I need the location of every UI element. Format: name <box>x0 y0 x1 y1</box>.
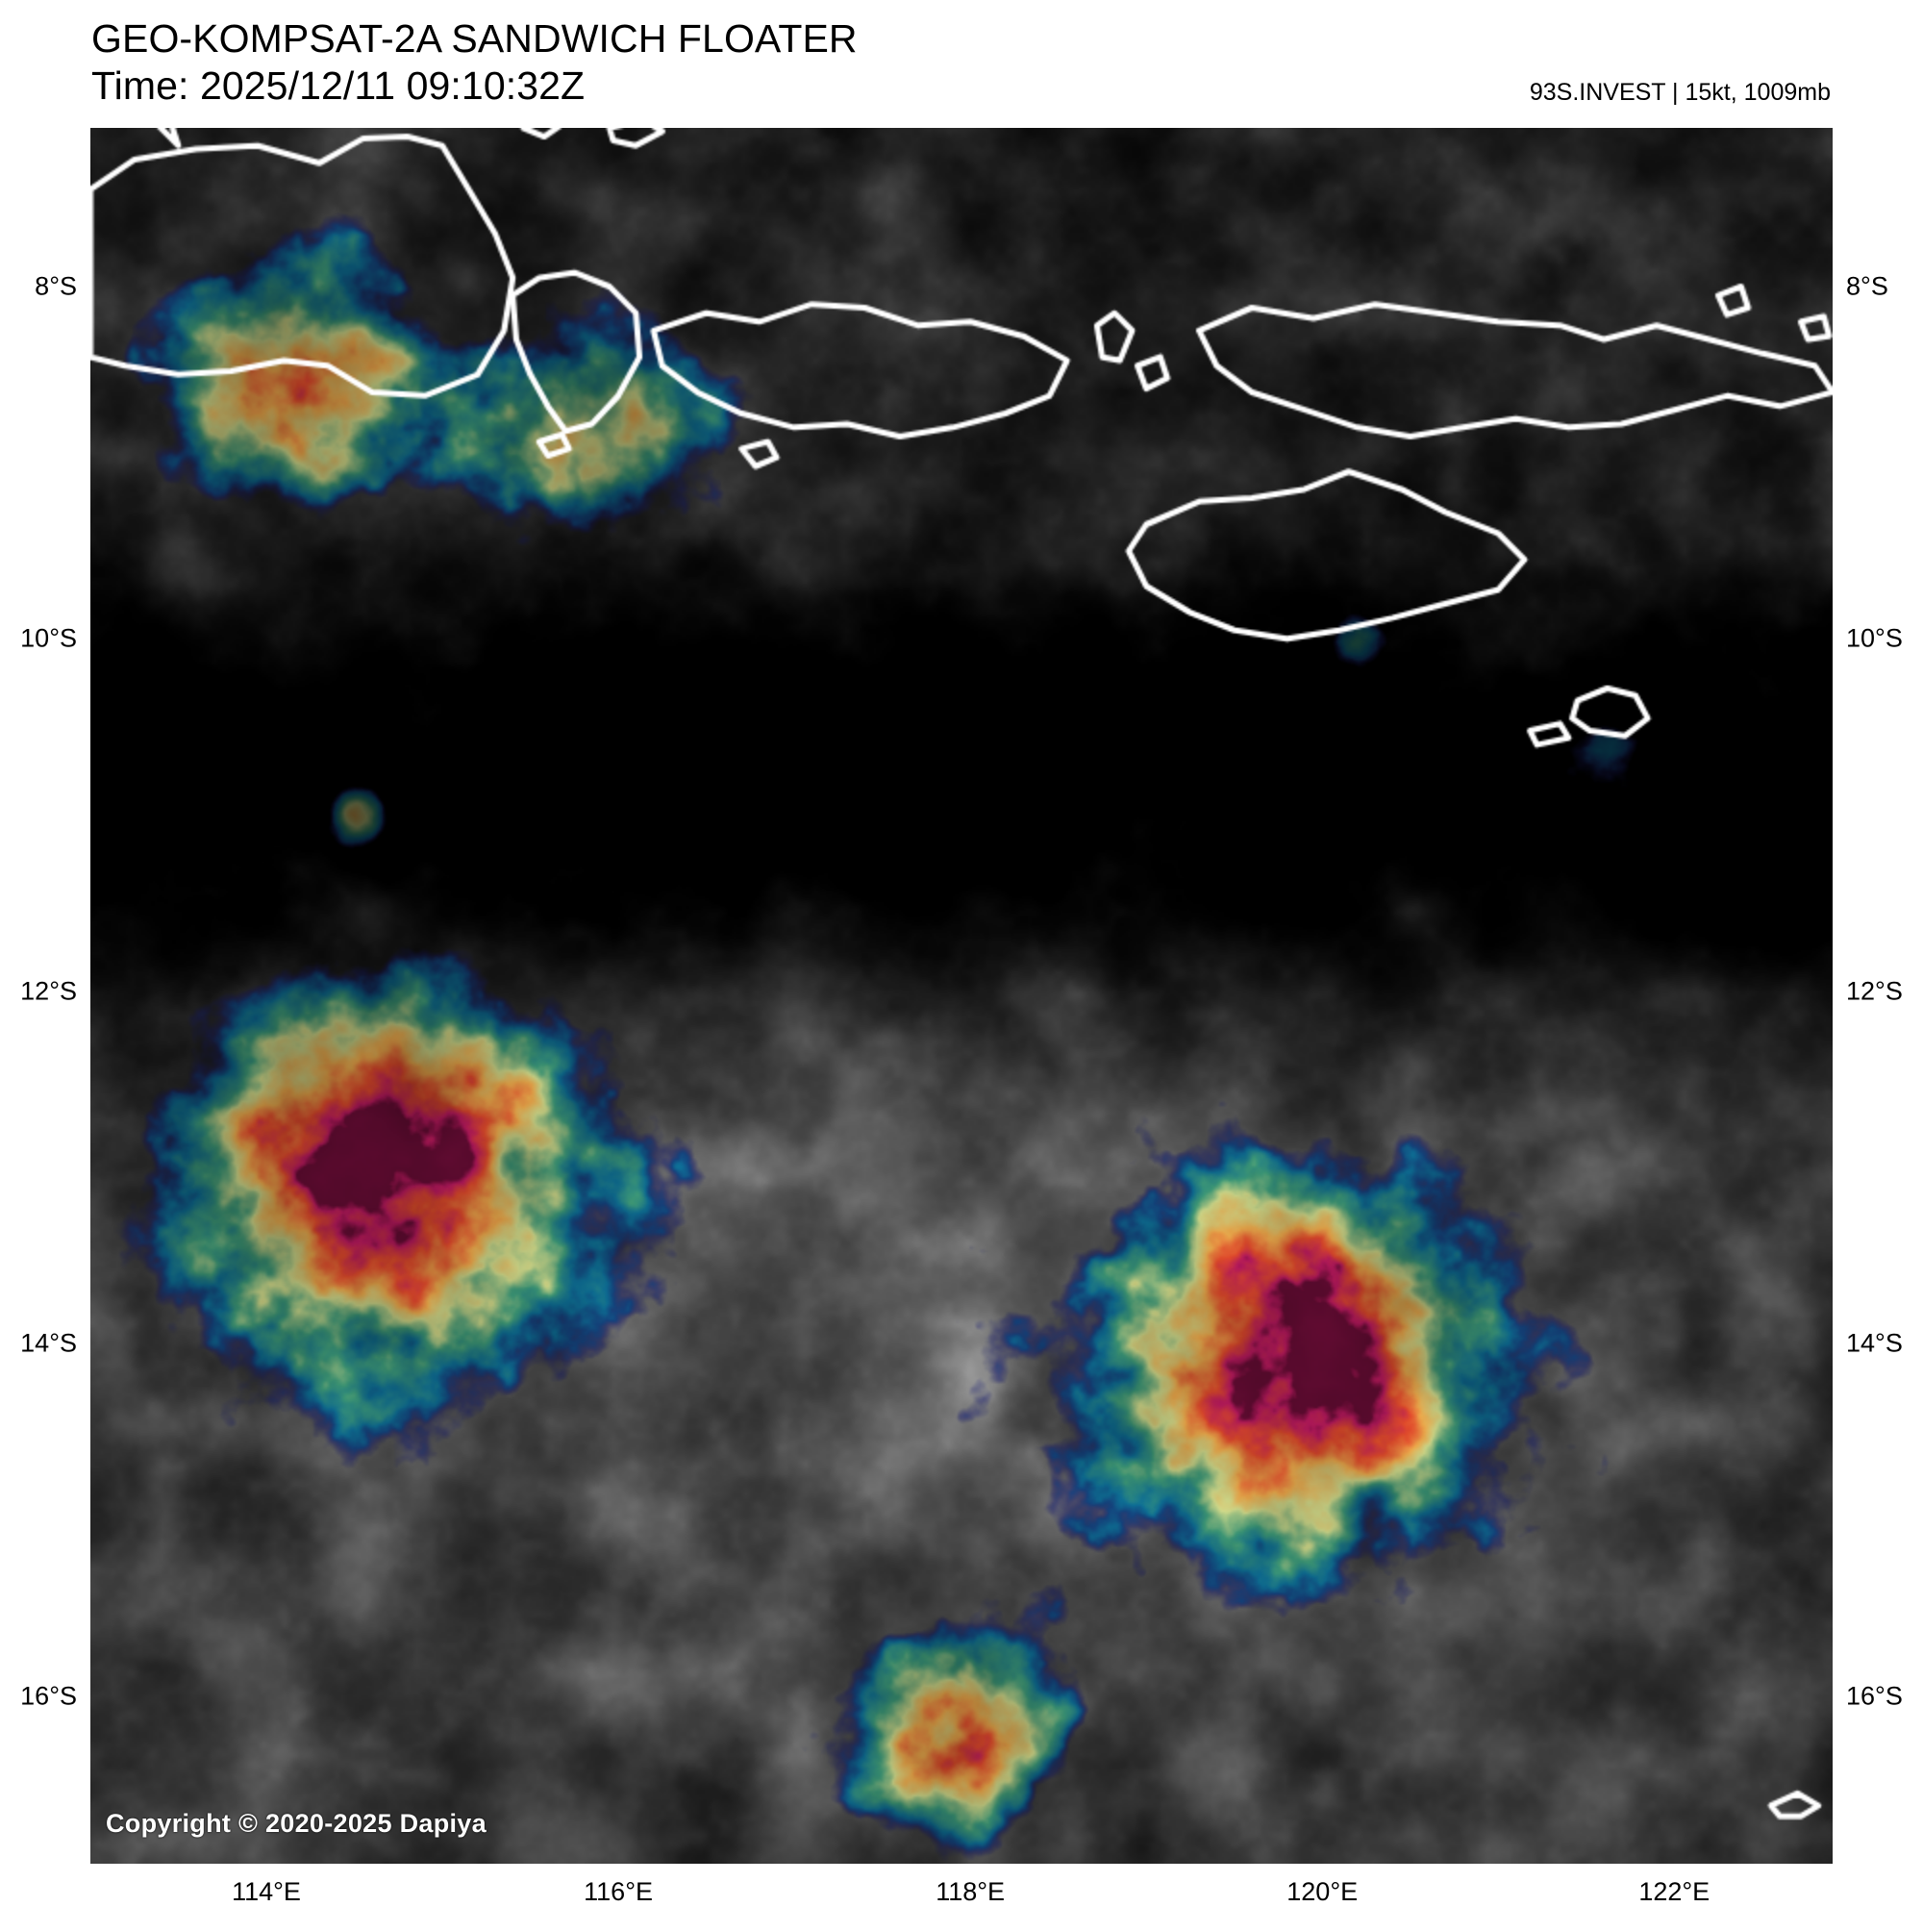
copyright-label: Copyright © 2020-2025 Dapiya <box>106 1809 487 1838</box>
storm-info-label: 93S.INVEST | 15kt, 1009mb <box>1529 79 1831 106</box>
y-tick-label-left: 14°S <box>20 1328 77 1358</box>
y-tick-label-right: 14°S <box>1846 1328 1903 1358</box>
y-tick-label-right: 8°S <box>1846 271 1888 301</box>
x-tick-label: 114°E <box>232 1877 301 1906</box>
x-tick-label: 120°E <box>1286 1877 1359 1906</box>
y-tick-label-left: 8°S <box>35 271 77 301</box>
satellite-image-panel[interactable]: Copyright © 2020-2025 Dapiya <box>90 128 1833 1864</box>
y-tick-label-left: 12°S <box>20 976 77 1006</box>
satellite-imagery-canvas <box>90 128 1833 1864</box>
y-tick-label-left: 16°S <box>20 1681 77 1711</box>
y-tick-label-right: 16°S <box>1846 1681 1903 1711</box>
y-tick-label-left: 10°S <box>20 623 77 653</box>
figure-header: GEO-KOMPSAT-2A SANDWICH FLOATER Time: 20… <box>0 0 1923 120</box>
x-tick-label: 116°E <box>584 1877 654 1906</box>
x-tick-label: 118°E <box>936 1877 1006 1906</box>
x-tick-label: 122°E <box>1638 1877 1711 1906</box>
timestamp-label: Time: 2025/12/11 09:10:32Z <box>91 63 586 108</box>
title-block: GEO-KOMPSAT-2A SANDWICH FLOATER Time: 20… <box>91 15 858 110</box>
y-tick-label-right: 10°S <box>1846 623 1903 653</box>
page-title: GEO-KOMPSAT-2A SANDWICH FLOATER <box>91 16 858 61</box>
y-tick-label-right: 12°S <box>1846 976 1903 1006</box>
